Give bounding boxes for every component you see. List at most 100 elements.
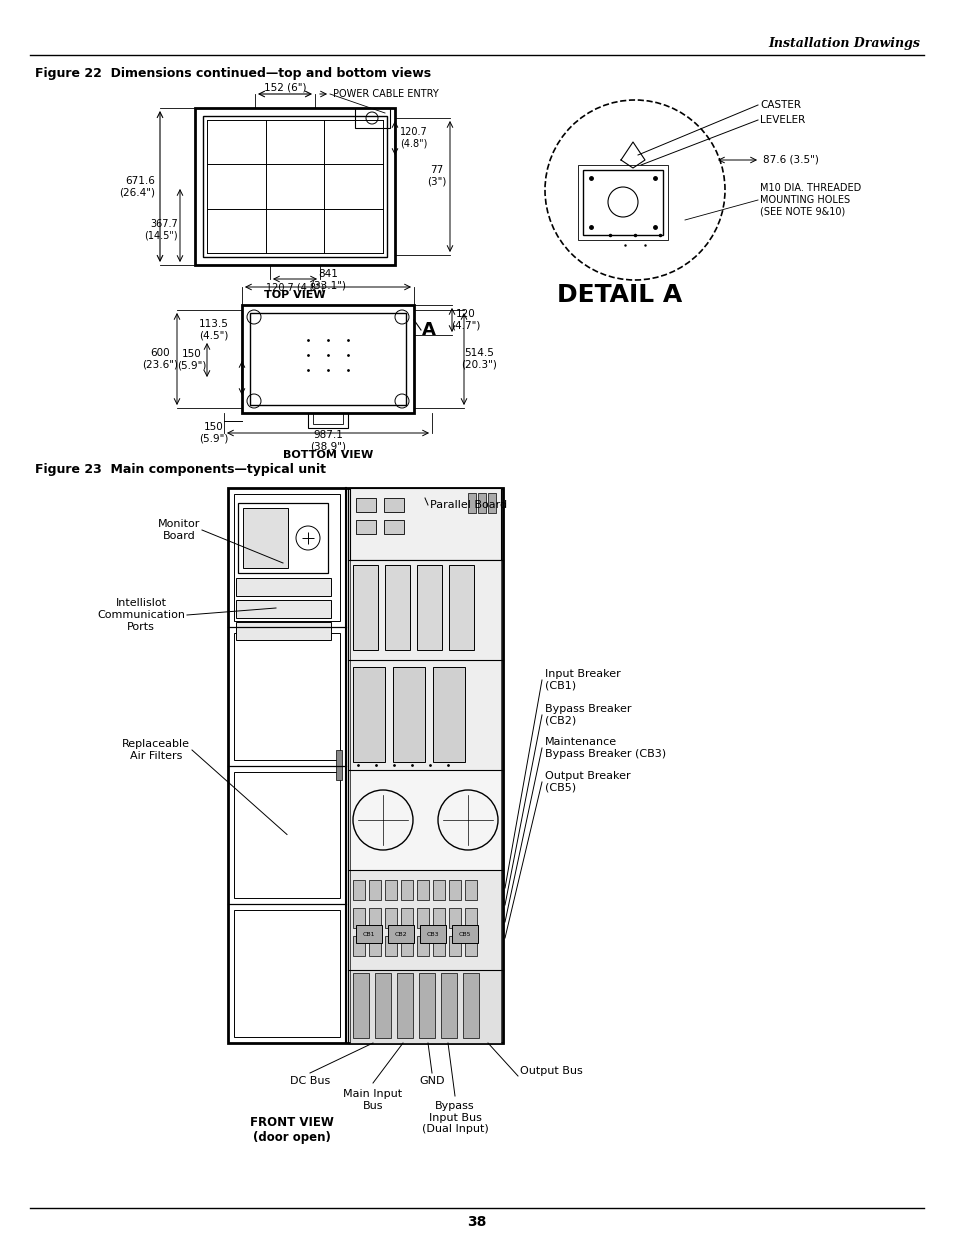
Text: Input Breaker
(CB1): Input Breaker (CB1) bbox=[544, 669, 620, 690]
Bar bbox=[375, 973, 391, 1037]
Bar bbox=[235, 600, 331, 618]
Bar bbox=[452, 925, 477, 944]
Text: Intellislot
Communication
Ports: Intellislot Communication Ports bbox=[97, 599, 185, 631]
Text: Maintenance
Bypass Breaker (CB3): Maintenance Bypass Breaker (CB3) bbox=[544, 737, 665, 758]
Bar bbox=[350, 969, 500, 1044]
Bar bbox=[419, 925, 446, 944]
Text: 113.5
(4.5"): 113.5 (4.5") bbox=[199, 319, 229, 341]
Bar bbox=[449, 564, 474, 650]
Bar bbox=[350, 488, 500, 559]
Text: Bypass Breaker
(CB2): Bypass Breaker (CB2) bbox=[544, 704, 631, 726]
Bar bbox=[578, 165, 667, 240]
Text: 152 (6"): 152 (6") bbox=[263, 83, 306, 93]
Bar bbox=[203, 116, 387, 257]
Bar bbox=[582, 170, 662, 235]
Text: CB3: CB3 bbox=[426, 931, 438, 936]
Bar bbox=[355, 107, 390, 128]
Bar bbox=[308, 412, 348, 429]
Text: BOTTOM VIEW: BOTTOM VIEW bbox=[283, 450, 373, 459]
Bar bbox=[418, 973, 435, 1037]
Text: Parallel Board: Parallel Board bbox=[430, 500, 507, 510]
Bar bbox=[335, 750, 341, 781]
Text: Main Input
Bus: Main Input Bus bbox=[343, 1089, 402, 1110]
Bar bbox=[464, 936, 476, 956]
Bar bbox=[353, 667, 385, 762]
Bar bbox=[400, 936, 413, 956]
Bar bbox=[384, 498, 403, 513]
Text: 87.6 (3.5"): 87.6 (3.5") bbox=[762, 156, 818, 165]
Text: FRONT VIEW
(door open): FRONT VIEW (door open) bbox=[250, 1116, 334, 1144]
Bar bbox=[233, 494, 339, 621]
Bar bbox=[233, 910, 339, 1037]
Bar bbox=[462, 973, 478, 1037]
Text: Output Breaker
(CB5): Output Breaker (CB5) bbox=[544, 771, 630, 793]
Bar bbox=[353, 908, 365, 927]
Text: 120.7
(4.8"): 120.7 (4.8") bbox=[399, 127, 427, 148]
Bar bbox=[433, 936, 444, 956]
Bar bbox=[400, 881, 413, 900]
Text: A: A bbox=[421, 321, 436, 338]
Bar bbox=[237, 503, 328, 573]
Text: DC Bus: DC Bus bbox=[290, 1076, 330, 1086]
Text: 987.1
(38.9"): 987.1 (38.9") bbox=[310, 430, 346, 452]
Text: TOP VIEW: TOP VIEW bbox=[264, 290, 326, 300]
Bar bbox=[464, 881, 476, 900]
Bar bbox=[235, 578, 331, 597]
Bar bbox=[384, 520, 403, 534]
Text: 514.5
(20.3"): 514.5 (20.3") bbox=[460, 348, 497, 369]
Text: 600
(23.6"): 600 (23.6") bbox=[142, 348, 178, 369]
Bar bbox=[369, 908, 380, 927]
Bar bbox=[385, 564, 410, 650]
Text: Installation Drawings: Installation Drawings bbox=[767, 37, 919, 51]
Bar bbox=[449, 936, 460, 956]
Text: CB2: CB2 bbox=[395, 931, 407, 936]
Text: 841
(33.1"): 841 (33.1") bbox=[310, 269, 346, 290]
Text: 367.7
(14.5"): 367.7 (14.5") bbox=[144, 219, 178, 241]
Text: DETAIL A: DETAIL A bbox=[557, 283, 682, 308]
Text: GND: GND bbox=[418, 1076, 444, 1086]
Bar bbox=[468, 493, 476, 513]
Text: LEVELER: LEVELER bbox=[760, 115, 804, 125]
Text: M10 DIA. THREADED
MOUNTING HOLES
(SEE NOTE 9&10): M10 DIA. THREADED MOUNTING HOLES (SEE NO… bbox=[760, 184, 861, 216]
Bar bbox=[396, 973, 413, 1037]
Text: Bypass
Input Bus
(Dual Input): Bypass Input Bus (Dual Input) bbox=[421, 1100, 488, 1134]
Bar bbox=[350, 559, 500, 659]
Bar bbox=[433, 667, 464, 762]
Text: Monitor
Board: Monitor Board bbox=[157, 519, 200, 541]
Bar bbox=[250, 312, 406, 405]
Text: Figure 23  Main components—typical unit: Figure 23 Main components—typical unit bbox=[35, 463, 326, 477]
Bar bbox=[228, 488, 502, 1044]
Bar bbox=[353, 881, 365, 900]
Bar bbox=[233, 772, 339, 898]
Bar bbox=[488, 493, 496, 513]
Bar bbox=[385, 881, 396, 900]
Bar bbox=[400, 908, 413, 927]
Bar bbox=[194, 107, 395, 266]
Bar bbox=[350, 769, 500, 869]
Text: 120
(4.7"): 120 (4.7") bbox=[451, 309, 480, 331]
Bar bbox=[369, 881, 380, 900]
Bar bbox=[233, 632, 339, 760]
Text: CB5: CB5 bbox=[458, 931, 471, 936]
Text: 77
(3"): 77 (3") bbox=[427, 165, 446, 186]
Bar bbox=[477, 493, 485, 513]
Text: CASTER: CASTER bbox=[760, 100, 801, 110]
Text: 120.7 (4.8"): 120.7 (4.8") bbox=[266, 282, 324, 291]
Bar bbox=[440, 973, 456, 1037]
Bar bbox=[388, 925, 414, 944]
Bar bbox=[353, 564, 377, 650]
Bar bbox=[313, 412, 343, 424]
Bar bbox=[416, 936, 429, 956]
Text: POWER CABLE ENTRY: POWER CABLE ENTRY bbox=[333, 89, 438, 99]
Text: Figure 22  Dimensions continued—top and bottom views: Figure 22 Dimensions continued—top and b… bbox=[35, 67, 431, 79]
Bar bbox=[348, 488, 502, 1044]
Bar bbox=[464, 908, 476, 927]
Bar bbox=[235, 622, 331, 640]
Bar bbox=[416, 908, 429, 927]
Bar bbox=[385, 908, 396, 927]
Text: 150
(5.9"): 150 (5.9") bbox=[199, 422, 229, 443]
Bar bbox=[243, 508, 288, 568]
Bar bbox=[433, 908, 444, 927]
Bar bbox=[416, 881, 429, 900]
Text: 671.6
(26.4"): 671.6 (26.4") bbox=[119, 175, 154, 198]
